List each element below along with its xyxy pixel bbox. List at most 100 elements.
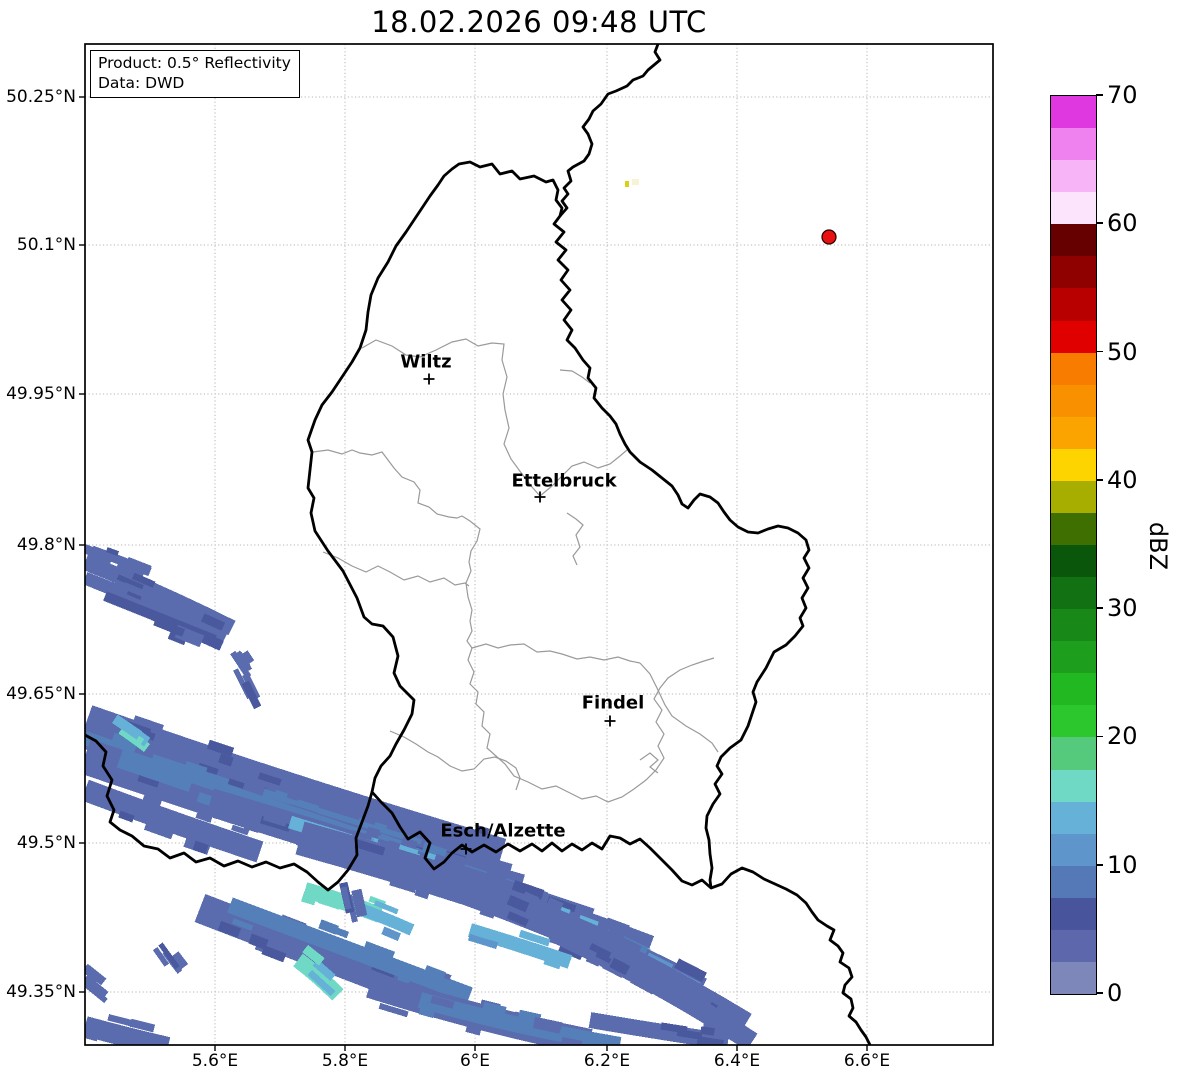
colorbar-segment <box>1051 384 1096 417</box>
colorbar-tick <box>1096 863 1103 866</box>
radar-cell <box>340 886 352 910</box>
radar-cell <box>261 788 277 803</box>
colorbar-tick-label: 50 <box>1107 337 1138 366</box>
radar-cell <box>606 917 630 931</box>
radar-cell <box>533 1016 563 1030</box>
colorbar-tick-label: 0 <box>1107 979 1123 1007</box>
page-title: 18.02.2026 09:48 UTC <box>371 5 707 39</box>
canton-border-line <box>467 647 715 803</box>
colorbar-segment <box>1051 255 1096 289</box>
canton-border-line <box>389 730 521 791</box>
radar-cell <box>389 880 417 894</box>
radar-cell <box>378 915 405 932</box>
country-borders <box>85 44 872 1045</box>
radar-cell <box>192 799 207 813</box>
radar-cell <box>561 1036 583 1045</box>
radar-cell <box>301 895 316 906</box>
radar-cell <box>230 650 252 679</box>
colorbar-tick-label: 10 <box>1107 850 1138 879</box>
radar-cell <box>362 811 378 826</box>
radar-cell <box>133 744 155 761</box>
radar-cell <box>539 1050 554 1053</box>
colorbar-segment <box>1051 961 1096 994</box>
radar-cell <box>116 574 144 591</box>
radar-cell <box>133 715 164 732</box>
radar-cell <box>549 916 575 932</box>
radar-cell <box>567 934 589 949</box>
colorbar-tick <box>1096 94 1103 96</box>
radar-streak <box>85 974 109 999</box>
radar-cell <box>248 933 269 950</box>
radar-cell <box>511 880 545 900</box>
radar-cell <box>101 769 126 787</box>
canton-borders <box>312 338 719 803</box>
radar-cell <box>126 588 143 600</box>
colorbar-segment <box>1051 127 1096 161</box>
y-tick-label: 50.25°N <box>6 87 76 107</box>
radar-cell <box>578 914 599 928</box>
radar-cell <box>546 897 564 911</box>
colorbar-segment <box>1051 865 1096 898</box>
canton-border-line <box>471 643 641 664</box>
radar-cell <box>188 820 214 837</box>
canton-border-line <box>559 369 591 384</box>
radar-cell <box>444 1013 468 1027</box>
radar-cell <box>242 780 266 796</box>
x-tick-label: 5.8°E <box>321 1051 369 1071</box>
scatter-points <box>625 179 837 245</box>
radar-cell <box>119 1035 140 1045</box>
y-tick-label: 49.8°N <box>16 535 76 555</box>
radar-cell <box>141 584 159 599</box>
radar-cell <box>351 888 368 918</box>
radar-cell <box>381 926 401 942</box>
radar-cell <box>217 920 242 938</box>
colorbar-segment <box>1051 929 1096 962</box>
radar-cell <box>532 1022 561 1034</box>
radar-cell <box>364 857 392 873</box>
radar-cell <box>85 980 108 1004</box>
radar-cell <box>302 944 325 966</box>
colorbar-tick <box>1096 607 1103 610</box>
city-plus-marker <box>534 491 546 503</box>
city-label-esch-alzette: Esch/Alzette <box>440 820 566 842</box>
radar-cell <box>231 824 250 836</box>
radar-cell <box>171 951 189 970</box>
canton-border-line <box>539 449 628 497</box>
border-france-belgium <box>85 733 374 892</box>
colorbar-tick <box>1096 735 1103 738</box>
colorbar-segment <box>1051 801 1096 834</box>
y-tick-label: 50.1°N <box>16 235 76 255</box>
radar-cell <box>468 933 499 950</box>
radar-cell <box>505 1017 527 1031</box>
colorbar-segment <box>1051 95 1096 129</box>
colorbar-tick-label: 30 <box>1107 594 1138 623</box>
radar-cell <box>312 959 336 981</box>
radar-cell <box>152 947 170 967</box>
radar-cell <box>683 983 709 1004</box>
colorbar-segment <box>1051 897 1096 930</box>
radar-cell <box>602 961 626 979</box>
colorbar-tick-label: 40 <box>1107 465 1138 494</box>
data-source-line: Data: DWD <box>98 74 185 93</box>
radar-cell <box>184 760 208 776</box>
radar-cell <box>714 1003 742 1026</box>
radar-cell <box>118 810 135 823</box>
radar-cell <box>105 547 120 557</box>
colorbar-segment <box>1051 448 1096 481</box>
radar-cell <box>85 1027 100 1042</box>
radar-cell <box>700 1026 715 1036</box>
radar-cell <box>351 830 373 841</box>
colorbar-tick <box>1096 350 1103 353</box>
radar-cell <box>242 650 255 664</box>
radar-cell <box>430 995 455 1009</box>
colorbar-segment <box>1051 544 1096 578</box>
radar-cell <box>318 919 340 935</box>
radar-cell <box>125 556 152 575</box>
radar-cell <box>418 1006 436 1019</box>
product-info-box: Product: 0.5° Reflectivity Data: DWD <box>90 50 300 98</box>
radar-cell <box>241 680 262 710</box>
colorbar-segment <box>1051 640 1096 674</box>
radar-cell <box>482 1001 507 1016</box>
radar-cell <box>85 964 107 986</box>
radar-cell <box>396 970 412 986</box>
